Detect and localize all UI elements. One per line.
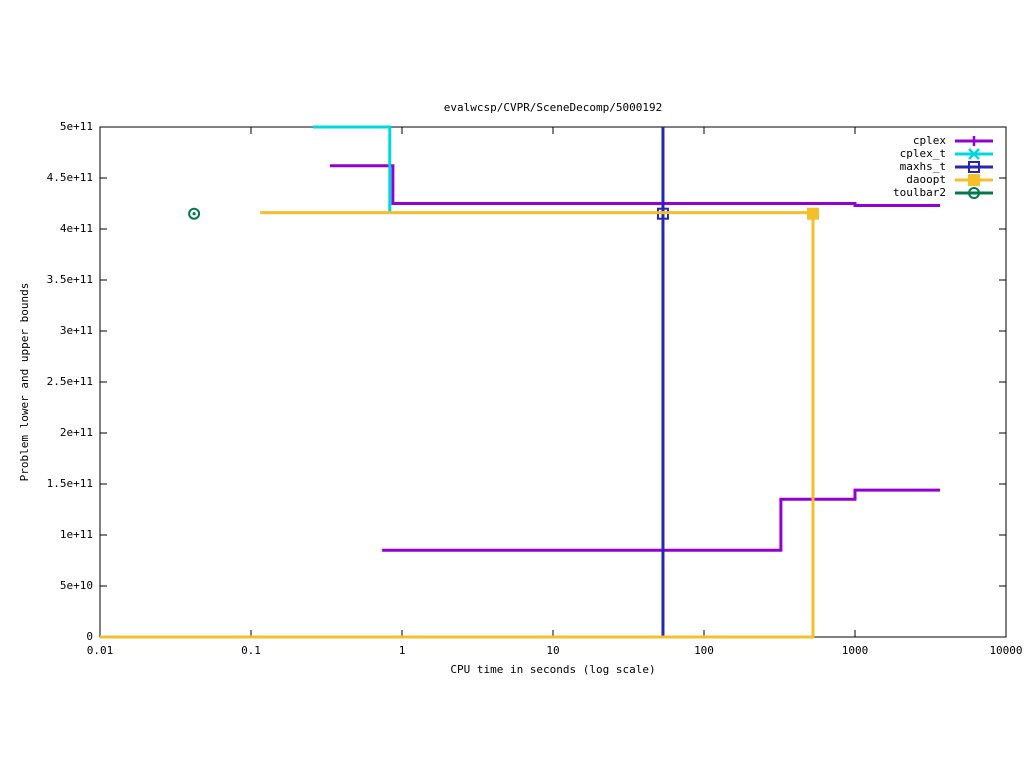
x-tick-label: 1 [399, 644, 406, 657]
data-marker [806, 207, 819, 220]
x-tick-label: 0.01 [87, 644, 114, 657]
series-line [100, 211, 815, 639]
data-marker [188, 207, 201, 220]
legend-label: daoopt [906, 173, 946, 186]
legend-label: cplex_t [900, 147, 946, 160]
legend-marker [968, 161, 980, 173]
y-tick-label: 4.5e+11 [47, 171, 93, 184]
marker-ring [968, 187, 980, 199]
series-line [312, 125, 392, 213]
y-tick-label: 4e+11 [60, 222, 93, 235]
x-tick-label: 10000 [989, 644, 1022, 657]
series-line [329, 164, 941, 552]
y-axis-label: Problem lower and upper bounds [18, 283, 31, 482]
y-tick-label: 1.5e+11 [47, 477, 93, 490]
y-tick-label: 3e+11 [60, 324, 93, 337]
legend-label: toulbar2 [893, 186, 946, 199]
y-tick-label: 5e+11 [60, 120, 93, 133]
legend-marker [969, 136, 979, 146]
legend-marker [968, 174, 980, 186]
y-tick-label: 2.5e+11 [47, 375, 93, 388]
marker-ring [188, 207, 201, 220]
y-tick-label: 3.5e+11 [47, 273, 93, 286]
marker-dot [972, 191, 976, 195]
chart-title: evalwcsp/CVPR/SceneDecomp/5000192 [444, 101, 663, 114]
legend-label: cplex [913, 134, 946, 147]
x-tick-label: 1000 [842, 644, 869, 657]
legend-marker [968, 187, 980, 199]
y-tick-label: 1e+11 [60, 528, 93, 541]
marker-dot [192, 212, 196, 216]
y-tick-label: 0 [86, 630, 93, 643]
y-tick-label: 2e+11 [60, 426, 93, 439]
x-axis-label: CPU time in seconds (log scale) [450, 663, 655, 676]
x-tick-label: 0.1 [241, 644, 261, 657]
x-tick-label: 10 [546, 644, 559, 657]
y-tick-label: 5e+10 [60, 579, 93, 592]
x-tick-label: 100 [694, 644, 714, 657]
legend-label: maxhs_t [900, 160, 946, 173]
legend-marker [968, 148, 980, 160]
